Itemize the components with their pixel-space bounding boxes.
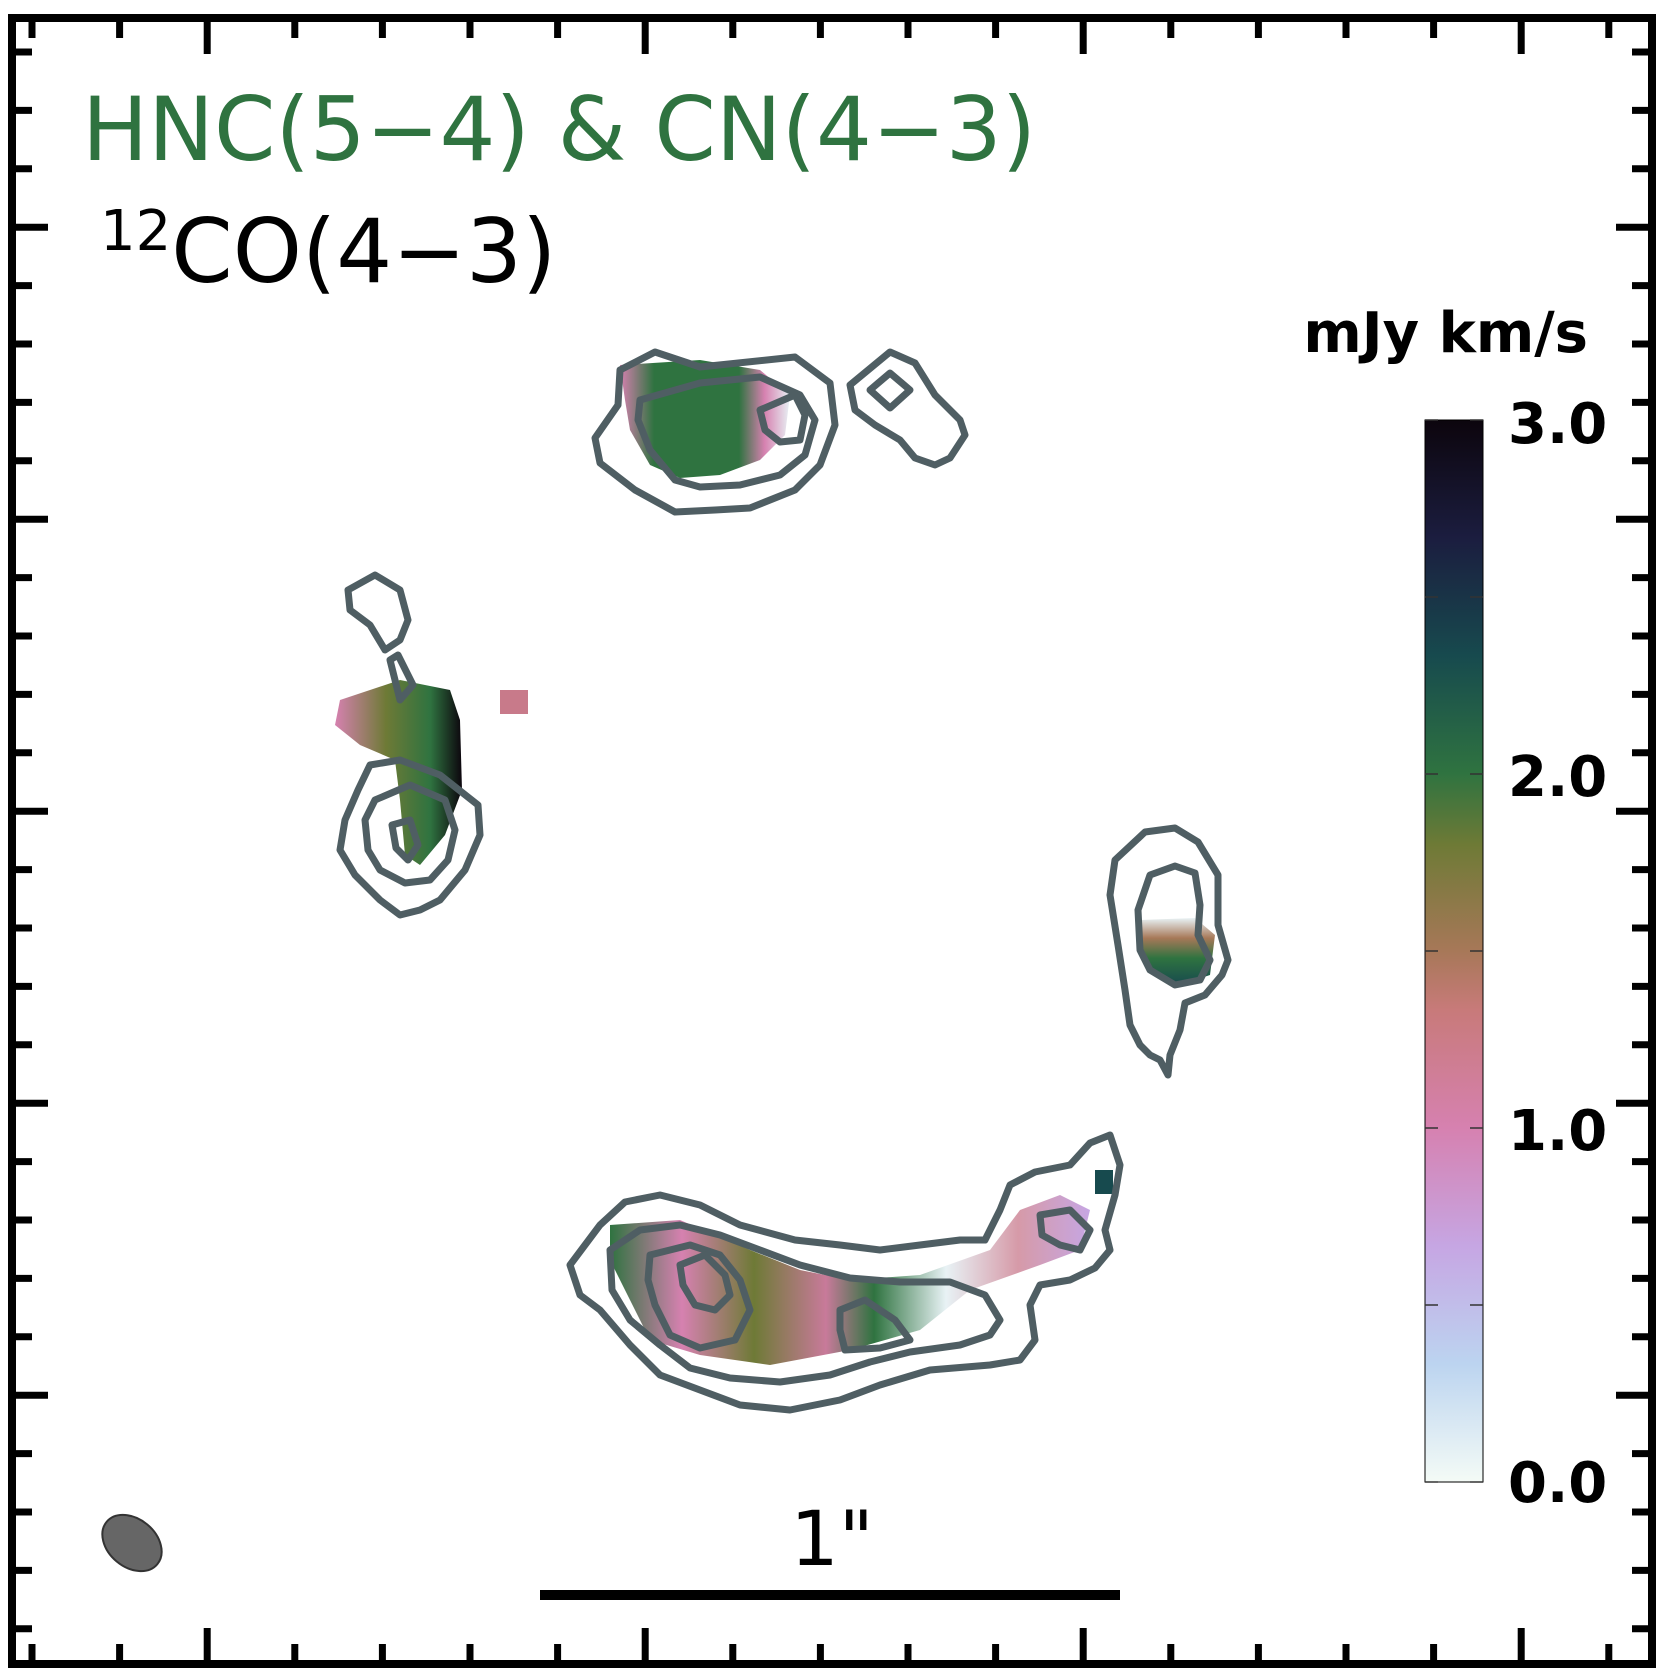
contour-west-top bbox=[344, 571, 412, 654]
beam-ellipse bbox=[101, 1513, 163, 1573]
contour-west-outer bbox=[336, 756, 484, 919]
contour-south-inner-2 bbox=[676, 1251, 734, 1314]
emission-speck-south bbox=[1095, 1170, 1113, 1194]
contour-west-inner bbox=[388, 816, 422, 864]
contour-north-east-blob bbox=[846, 348, 969, 469]
contour-north-mid bbox=[634, 373, 819, 491]
contour-east-outer bbox=[1106, 824, 1232, 1079]
emission-blob-north bbox=[620, 360, 790, 478]
emission-speck bbox=[500, 690, 528, 714]
contour-south-inner-3 bbox=[836, 1296, 914, 1354]
plot-frame bbox=[8, 14, 1656, 1668]
contour-south-east-inner bbox=[1036, 1206, 1094, 1254]
contour-south-mid bbox=[606, 1221, 1004, 1386]
title-line-2-superscript: 12 bbox=[100, 199, 171, 264]
scale-bar-label: 1" bbox=[790, 1494, 873, 1583]
contour-south-inner-1 bbox=[644, 1241, 754, 1352]
contour-south-outer bbox=[566, 1131, 1124, 1414]
contour-north-outer bbox=[591, 348, 839, 516]
colorbar-unit-label: mJy km/s bbox=[1303, 301, 1588, 366]
contour-north-east-inner bbox=[866, 369, 914, 412]
title-line-2-text: CO(4−3) bbox=[171, 200, 556, 303]
contour-east-inner bbox=[1134, 862, 1214, 989]
emission-blob-west bbox=[335, 680, 462, 865]
co-contours bbox=[336, 348, 1232, 1414]
colorbar: mJy km/s 0.0 1.0 2.0 3.0 bbox=[1303, 301, 1607, 1516]
colorbar-tick-label-0: 0.0 bbox=[1508, 1451, 1607, 1516]
colorbar-minor-ticks bbox=[1425, 419, 1483, 1483]
contour-north-inner bbox=[756, 391, 809, 446]
contour-west-thin bbox=[386, 651, 417, 704]
title-line-2: 12CO(4−3) bbox=[100, 199, 556, 303]
colorbar-tick-label-3: 3.0 bbox=[1508, 392, 1607, 457]
scale-bar: 1" bbox=[540, 1494, 1120, 1600]
colorbar-tick-label-1: 1.0 bbox=[1508, 1099, 1607, 1164]
title-line-1: HNC(5−4) & CN(4−3) bbox=[82, 78, 1036, 181]
contour-west-mid bbox=[361, 781, 459, 887]
colorbar-tick-label-2: 2.0 bbox=[1508, 745, 1607, 810]
axis-ticks bbox=[12, 18, 1652, 1664]
